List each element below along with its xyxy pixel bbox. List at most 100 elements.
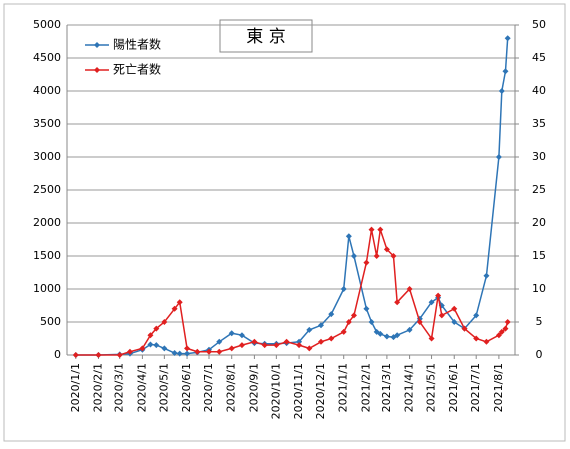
data-point [318,322,325,329]
x-tick-label: 2020/3/1 [113,363,126,412]
y2-tick-label: 5 [536,315,543,328]
data-point [498,88,505,94]
data-point [340,328,347,335]
x-tick-label: 2021/4/1 [403,363,416,412]
y-tick-label: 1500 [33,249,61,262]
y-tick-label: 2000 [33,216,61,229]
data-point [238,332,245,339]
data-point [504,319,511,325]
x-tick-label: 2020/4/1 [135,363,148,412]
data-point [495,332,502,339]
data-point [377,226,384,233]
y2-tick-label: 35 [532,117,546,130]
legend-marker [94,67,100,73]
data-point [251,338,258,345]
x-tick-label: 2020/6/1 [180,363,193,412]
y-tick-label: 4000 [33,84,61,97]
x-tick-label: 2021/8/1 [492,363,505,412]
data-point [377,330,384,337]
y2-tick-label: 40 [532,84,546,97]
x-tick-label: 2020/8/1 [225,363,238,412]
y2-tick-label: 15 [532,249,546,262]
data-point [502,325,509,332]
data-point [147,332,154,339]
data-point [318,338,325,345]
data-point [390,253,397,259]
data-point [373,253,380,259]
data-point [483,272,490,279]
data-point [171,305,178,312]
data-point [161,319,168,325]
y-tick-label: 3000 [33,150,61,163]
data-point [216,338,223,345]
data-point [206,348,213,355]
y2-tick-label: 10 [532,282,546,295]
data-point [451,305,458,312]
data-point [428,335,435,342]
x-tick-label: 2021/3/1 [380,363,393,412]
data-point [498,328,505,335]
data-point [461,325,468,332]
data-point [495,154,502,160]
data-point [116,352,123,358]
data-point [238,342,245,349]
data-point [328,311,335,318]
data-point [194,348,201,355]
data-point [176,350,183,357]
data-point [340,286,347,292]
data-point [350,253,357,259]
data-point [261,342,268,349]
data-point [502,68,509,75]
y-tick-label: 4500 [33,51,61,64]
y2-tick-label: 45 [532,51,546,64]
data-point [72,352,79,358]
x-tick-label: 2020/2/1 [91,363,104,412]
data-point [184,345,191,352]
data-point [428,299,435,306]
y2-tick-label: 20 [532,216,546,229]
y2-tick-label: 0 [536,348,543,361]
data-point [473,312,480,319]
data-point [161,345,168,352]
x-tick-label: 2020/11/1 [292,363,305,419]
data-point [406,326,413,333]
data-point [350,312,357,319]
data-point [306,326,313,333]
data-point [228,330,235,337]
data-point [368,226,375,233]
data-point [153,325,160,332]
data-point [273,342,280,349]
data-point [416,319,423,325]
x-tick-label: 2021/5/1 [425,363,438,412]
legend-label: 陽性者数 [113,37,161,52]
y-tick-label: 3500 [33,117,61,130]
data-point [228,345,235,352]
y-tick-label: 500 [40,315,61,328]
y-tick-label: 2500 [33,183,61,196]
y-tick-label: 5000 [33,18,61,31]
data-point [147,341,154,348]
data-point [383,246,390,253]
data-point [363,259,370,266]
x-tick-label: 2020/7/1 [202,363,215,412]
x-tick-label: 2020/5/1 [157,363,170,412]
x-tick-label: 2021/1/1 [337,363,350,412]
data-point [139,345,146,352]
x-tick-label: 2021/6/1 [447,363,460,412]
data-point [328,335,335,342]
x-tick-label: 2020/1/1 [69,363,82,412]
data-point [406,286,413,292]
x-tick-label: 2021/7/1 [469,363,482,412]
x-tick-label: 2020/9/1 [247,363,260,412]
x-tick-label: 2021/2/1 [359,363,372,412]
legend-label: 死亡者数 [113,62,161,77]
data-point [184,350,191,357]
y2-tick-label: 30 [532,150,546,163]
data-point [504,35,511,42]
data-point [363,305,370,312]
y2-tick-label: 25 [532,183,546,196]
data-point [153,342,160,349]
y-tick-label: 1000 [33,282,61,295]
